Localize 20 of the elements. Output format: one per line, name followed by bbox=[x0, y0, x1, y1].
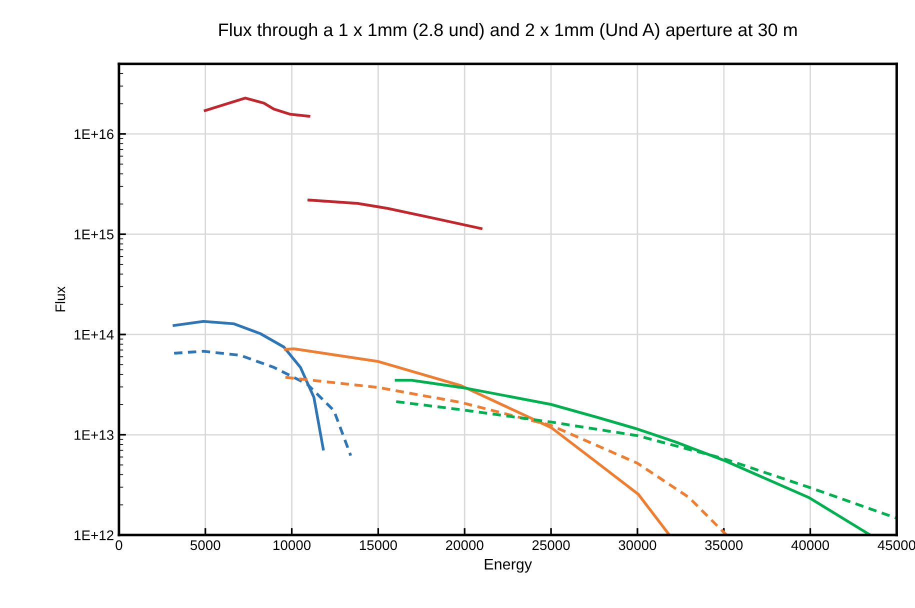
y-tick-label: 1E+14 bbox=[74, 330, 114, 340]
x-axis-title: Energy bbox=[484, 558, 532, 573]
chart-title: Flux through a 1 x 1mm (2.8 und) and 2 x 1mm (Und A) aperture at 30 m bbox=[219, 22, 797, 40]
x-tick-label: 10000 bbox=[274, 540, 311, 550]
y-tick-label: 1E+16 bbox=[74, 129, 114, 140]
x-tick-label: 25000 bbox=[532, 540, 570, 550]
x-tick-label: 40000 bbox=[791, 540, 830, 550]
y-tick-label: 1E+13 bbox=[74, 430, 114, 440]
x-tick-label: 45000 bbox=[878, 540, 915, 550]
y-axis-title: Flux bbox=[55, 286, 66, 312]
x-tick-label: 20000 bbox=[446, 540, 484, 550]
y-tick-label: 1E+12 bbox=[74, 530, 114, 540]
x-tick-label: 0 bbox=[116, 540, 122, 550]
x-tick-label: 5000 bbox=[190, 540, 220, 550]
x-tick-label: 35000 bbox=[705, 540, 743, 550]
x-tick-label: 15000 bbox=[360, 540, 397, 550]
y-tick-label: 1E+15 bbox=[74, 230, 114, 240]
line-series bbox=[204, 96, 310, 118]
x-tick-label: 30000 bbox=[618, 540, 656, 550]
line-series bbox=[308, 198, 482, 230]
